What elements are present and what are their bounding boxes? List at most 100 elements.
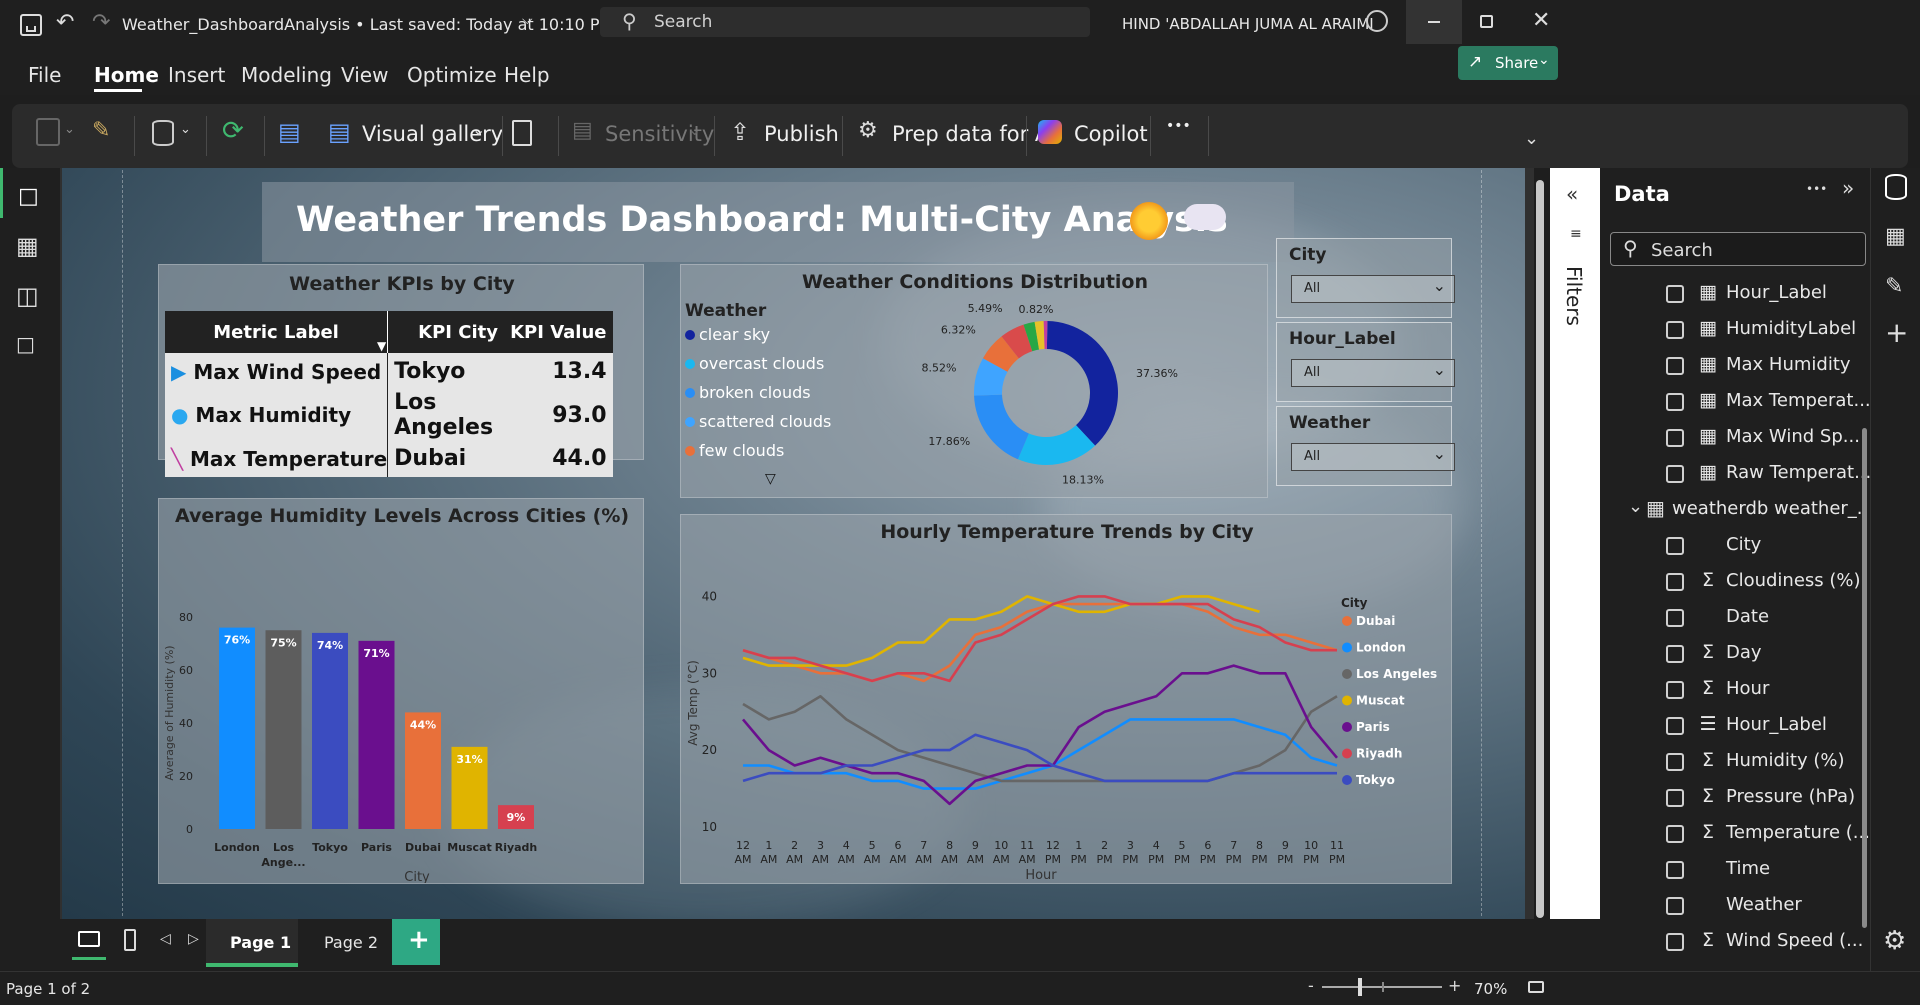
prep-data-icon[interactable]: ⚙ <box>858 118 878 143</box>
menu-home[interactable]: Home <box>94 63 159 87</box>
field-item[interactable]: Σ Cloudiness (%) <box>1600 564 1870 600</box>
page-tab[interactable]: Page 2 <box>300 919 392 967</box>
slicer-dropdown[interactable]: All ⌄ <box>1291 359 1455 387</box>
field-checkbox[interactable] <box>1666 897 1684 915</box>
legend-item[interactable]: scattered clouds <box>685 412 885 441</box>
fit-to-page-icon[interactable] <box>1528 981 1544 993</box>
chevron-down-icon[interactable]: ⌄ <box>472 120 486 139</box>
kpi-header-metric[interactable]: Metric Label <box>165 311 389 353</box>
save-icon[interactable] <box>20 14 42 36</box>
field-checkbox[interactable] <box>1666 825 1684 843</box>
field-item[interactable]: ▦ Max Temperat... <box>1600 384 1871 420</box>
legend-item[interactable]: clear sky <box>685 325 885 354</box>
chevron-down-icon[interactable]: ⌄ <box>64 122 75 137</box>
field-item[interactable]: Σ Wind Speed (... <box>1600 924 1870 960</box>
close-icon[interactable]: ✕ <box>1532 8 1551 33</box>
format-visual-icon[interactable]: ✎ <box>1885 274 1904 299</box>
field-checkbox[interactable] <box>1666 933 1684 951</box>
sort-down-icon[interactable]: ▼ <box>377 339 387 353</box>
slicer-dropdown[interactable]: All ⌄ <box>1291 275 1455 303</box>
canvas-scrollbar[interactable] <box>1534 180 1546 920</box>
report-view-icon[interactable]: □ <box>18 184 39 209</box>
field-item[interactable]: Σ Pressure (hPa) <box>1600 780 1870 816</box>
publish-button[interactable]: Publish <box>764 122 839 146</box>
prep-data-button[interactable]: Prep data for AI <box>892 122 1056 146</box>
field-checkbox[interactable] <box>1666 393 1684 411</box>
menu-help[interactable]: Help <box>504 63 550 87</box>
field-checkbox[interactable] <box>1666 609 1684 627</box>
model-view-icon[interactable]: ◫ <box>16 282 39 310</box>
legend-item[interactable]: overcast clouds <box>685 354 885 383</box>
kpi-header-city[interactable]: KPI City <box>418 321 498 343</box>
legend-item[interactable]: broken clouds <box>685 383 885 412</box>
paste-icon[interactable] <box>36 118 60 146</box>
field-item[interactable]: ▦ HumidityLabel <box>1600 312 1870 348</box>
chevron-down-icon[interactable]: ⌄ <box>1628 496 1644 517</box>
add-pane-icon[interactable]: + <box>1885 316 1909 349</box>
table-header[interactable]: ⌄ ▦ weatherdb weather_... <box>1600 492 1874 528</box>
field-item[interactable]: City <box>1600 528 1870 564</box>
field-item[interactable]: Σ Humidity (%) <box>1600 744 1870 780</box>
field-checkbox[interactable] <box>1666 681 1684 699</box>
desktop-layout-icon[interactable] <box>78 931 100 947</box>
zoom-out-button[interactable]: - <box>1308 976 1314 995</box>
minimize-button[interactable] <box>1406 0 1462 44</box>
mobile-layout-icon[interactable] <box>124 929 136 951</box>
field-checkbox[interactable] <box>1666 573 1684 591</box>
filters-pane-collapsed[interactable]: « ≡ Filters <box>1550 168 1600 919</box>
menu-insert[interactable]: Insert <box>168 63 226 87</box>
field-checkbox[interactable] <box>1666 861 1684 879</box>
redo-icon[interactable]: ↷ <box>92 10 111 35</box>
legend-scroll-down-icon[interactable]: ▽ <box>765 471 776 487</box>
data-search-input[interactable]: ⚲ Search <box>1610 232 1866 266</box>
field-item[interactable]: ☰ Hour_Label <box>1600 708 1870 744</box>
collapse-pane-icon[interactable]: » <box>1842 176 1855 200</box>
kpi-header-value[interactable]: KPI Value <box>510 321 607 343</box>
share-button[interactable]: ↗ Share ⌄ <box>1458 46 1558 80</box>
menu-optimize[interactable]: Optimize <box>407 63 497 87</box>
field-item[interactable]: Date <box>1600 600 1870 636</box>
data-pane-icon[interactable] <box>1885 174 1907 200</box>
chevron-down-icon[interactable]: ⌵ <box>522 12 533 28</box>
field-checkbox[interactable] <box>1666 789 1684 807</box>
legend-item[interactable]: few clouds <box>685 441 885 470</box>
zoom-slider-thumb[interactable] <box>1358 978 1362 996</box>
table-view-icon[interactable]: ▦ <box>16 232 39 260</box>
scrollbar-thumb[interactable] <box>1536 180 1544 918</box>
field-item[interactable]: ▦ Hour_Label <box>1600 276 1870 312</box>
field-item[interactable]: Weather <box>1600 888 1870 924</box>
field-item[interactable]: Σ Hour <box>1600 672 1870 708</box>
format-painter-icon[interactable]: ✎ <box>92 118 111 143</box>
menu-file[interactable]: File <box>28 63 62 87</box>
field-checkbox[interactable] <box>1666 321 1684 339</box>
field-item[interactable]: Σ Temperature (... <box>1600 816 1870 852</box>
field-item[interactable]: Time <box>1600 852 1870 888</box>
field-item[interactable]: ▦ Max Humidity <box>1600 348 1870 384</box>
data-pane-scrollbar[interactable] <box>1862 428 1867 928</box>
field-checkbox[interactable] <box>1666 429 1684 447</box>
expand-filters-icon[interactable]: « <box>1566 182 1579 206</box>
more-options-button[interactable]: ••• <box>1166 118 1191 134</box>
visual-gallery-button[interactable]: Visual gallery <box>362 122 504 146</box>
field-checkbox[interactable] <box>1666 465 1684 483</box>
slicer-dropdown[interactable]: All ⌄ <box>1291 443 1455 471</box>
build-visual-icon[interactable]: ▦ <box>1885 224 1906 249</box>
field-checkbox[interactable] <box>1666 357 1684 375</box>
collapse-ribbon-icon[interactable]: ⌄ <box>1524 128 1540 149</box>
settings-gear-icon[interactable]: ⚙ <box>1883 926 1907 956</box>
field-checkbox[interactable] <box>1666 645 1684 663</box>
visual-gallery-icon[interactable]: ▤ <box>328 118 351 146</box>
new-visual-icon[interactable]: ▤ <box>278 118 301 146</box>
field-checkbox[interactable] <box>1666 753 1684 771</box>
add-page-button[interactable]: + <box>392 919 440 965</box>
field-checkbox[interactable] <box>1666 285 1684 303</box>
prev-page-icon[interactable]: ◁ <box>160 931 171 947</box>
copilot-button[interactable]: Copilot <box>1074 122 1148 146</box>
dax-query-icon[interactable]: □ <box>16 332 35 356</box>
field-checkbox[interactable] <box>1666 537 1684 555</box>
field-checkbox[interactable] <box>1666 717 1684 735</box>
menu-view[interactable]: View <box>341 63 389 87</box>
search-box[interactable]: ⚲ Search <box>600 7 1090 37</box>
calculator-icon[interactable] <box>512 120 532 146</box>
refresh-icon[interactable]: ⟳ <box>222 116 244 146</box>
